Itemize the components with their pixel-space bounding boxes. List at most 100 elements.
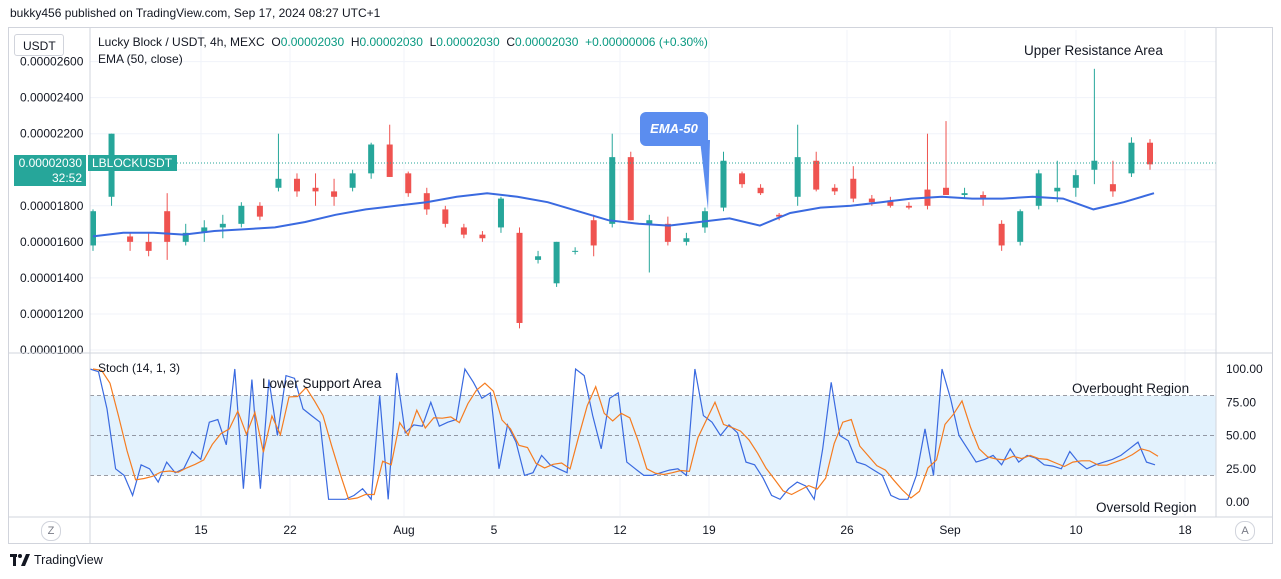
candle-body (442, 209, 449, 224)
candle-body (201, 227, 208, 233)
candle-body (646, 220, 653, 224)
stoch-axis: 100.00 75.00 50.00 25.00 0.00 (1226, 362, 1263, 509)
candle-body (757, 187, 764, 194)
zoom-button[interactable]: Z (41, 521, 61, 541)
low-value: 0.00002030 (436, 35, 500, 49)
candle-body (664, 223, 671, 242)
candle-body (386, 144, 393, 177)
auto-scale-button[interactable]: A (1235, 521, 1255, 541)
candle-body (627, 157, 634, 221)
stoch-tick-label: 50.00 (1226, 429, 1256, 443)
candle-body (238, 205, 245, 224)
candle-body (572, 250, 579, 252)
symbol-title[interactable]: Lucky Block / USDT, 4h, MEXC (98, 35, 265, 49)
candle-body (720, 160, 727, 208)
candle-body (1072, 175, 1079, 188)
candle-body (1017, 211, 1024, 242)
tradingview-logo[interactable]: TradingView (10, 553, 103, 567)
time-tick-label: Aug (393, 523, 414, 537)
candle-body (145, 241, 152, 251)
bar-countdown: 32:52 (51, 171, 82, 185)
candle-body (219, 223, 226, 228)
price-tick-label: 0.00001200 (20, 307, 84, 321)
price-tick-label: 0.00002400 (20, 91, 84, 105)
overbought-label: Overbought Region (1072, 381, 1190, 396)
candle-body (460, 227, 467, 235)
time-tick-label: 5 (491, 523, 498, 537)
publish-caption: bukky456 published on TradingView.com, S… (10, 6, 381, 20)
price-axis: 0.00001000 0.00001200 0.00001400 0.00001600… (20, 55, 84, 357)
change-value: +0.00000006 (+0.30%) (585, 35, 708, 49)
candle-body (349, 173, 356, 188)
candle-body (182, 232, 189, 242)
candle-body (701, 211, 708, 228)
candle-body (961, 193, 968, 195)
symbol-tag: LBLOCKUSDT (88, 155, 178, 171)
time-tick-label: 19 (702, 523, 716, 537)
candle-body (1109, 184, 1116, 192)
last-price: 0.00002030 (18, 156, 82, 170)
high-value: 0.00002030 (359, 35, 423, 49)
stoch-legend[interactable]: Stoch (14, 1, 3) (98, 361, 181, 375)
ema-legend[interactable]: EMA (50, close) (98, 52, 183, 66)
candle-body (293, 178, 300, 192)
stoch-k-line (89, 367, 1156, 501)
time-tick-label: Sep (939, 523, 961, 537)
candle-body (905, 205, 912, 208)
tradingview-wordmark: TradingView (34, 553, 103, 567)
candle-body (90, 211, 96, 246)
ema-line (92, 192, 1155, 238)
candle-body (980, 194, 987, 199)
price-tick-label: 0.00002200 (20, 127, 84, 141)
chart-legend: Lucky Block / USDT, 4h, MEXC O0.00002030… (98, 35, 708, 66)
candle-body (1054, 187, 1061, 192)
candle-body (497, 198, 504, 228)
candle-body (1128, 142, 1135, 174)
candle-body (553, 241, 560, 284)
time-tick-label: 18 (1178, 523, 1192, 537)
candle-body (943, 187, 950, 195)
ema-callout: EMA-50 (640, 112, 708, 146)
time-tick-label: 22 (283, 523, 297, 537)
candle-body (479, 234, 486, 239)
candle-body (312, 187, 319, 192)
open-value: 0.00002030 (280, 35, 345, 49)
stoch-tick-label: 0.00 (1226, 495, 1250, 509)
time-tick-label: 12 (613, 523, 627, 537)
price-tick-label: 0.00001600 (20, 235, 84, 249)
time-axis: 15 22 Aug 5 12 19 26 Sep 10 18 (194, 523, 1192, 537)
stoch-tick-label: 75.00 (1226, 395, 1256, 409)
chart-frame (8, 27, 1273, 544)
time-tick-label: 15 (194, 523, 208, 537)
candle-body (794, 157, 801, 197)
lower-support-label: Lower Support Area (262, 376, 382, 391)
candle-body (831, 187, 838, 192)
price-tick-label: 0.00001000 (20, 343, 84, 357)
candle-body (850, 178, 857, 199)
time-tick-label: 26 (840, 523, 854, 537)
candle-body (368, 144, 375, 174)
close-value: 0.00002030 (515, 35, 579, 49)
candle-body (516, 232, 523, 323)
candle-body (127, 236, 134, 242)
candle-body (1035, 173, 1042, 206)
currency-selector[interactable]: USDT (14, 34, 64, 56)
candle-body (331, 191, 338, 197)
tradingview-logo-icon (10, 554, 30, 566)
ema-callout-pointer (700, 140, 710, 210)
stoch-d-line (92, 368, 1159, 500)
upper-resistance-label: Upper Resistance Area (1024, 43, 1163, 58)
candle-body (609, 157, 616, 224)
candle-body (683, 238, 690, 242)
last-price-tag: 0.00002030 32:52 (14, 155, 86, 186)
stoch-tick-label: 100.00 (1226, 362, 1263, 376)
candle-body (868, 198, 875, 203)
candle-body (1091, 160, 1098, 170)
candle-body (535, 256, 542, 260)
candle-body (256, 205, 263, 217)
candle-body (275, 178, 282, 188)
time-tick-label: 10 (1069, 523, 1083, 537)
candle-body (998, 223, 1005, 246)
candle-body (1147, 142, 1153, 165)
